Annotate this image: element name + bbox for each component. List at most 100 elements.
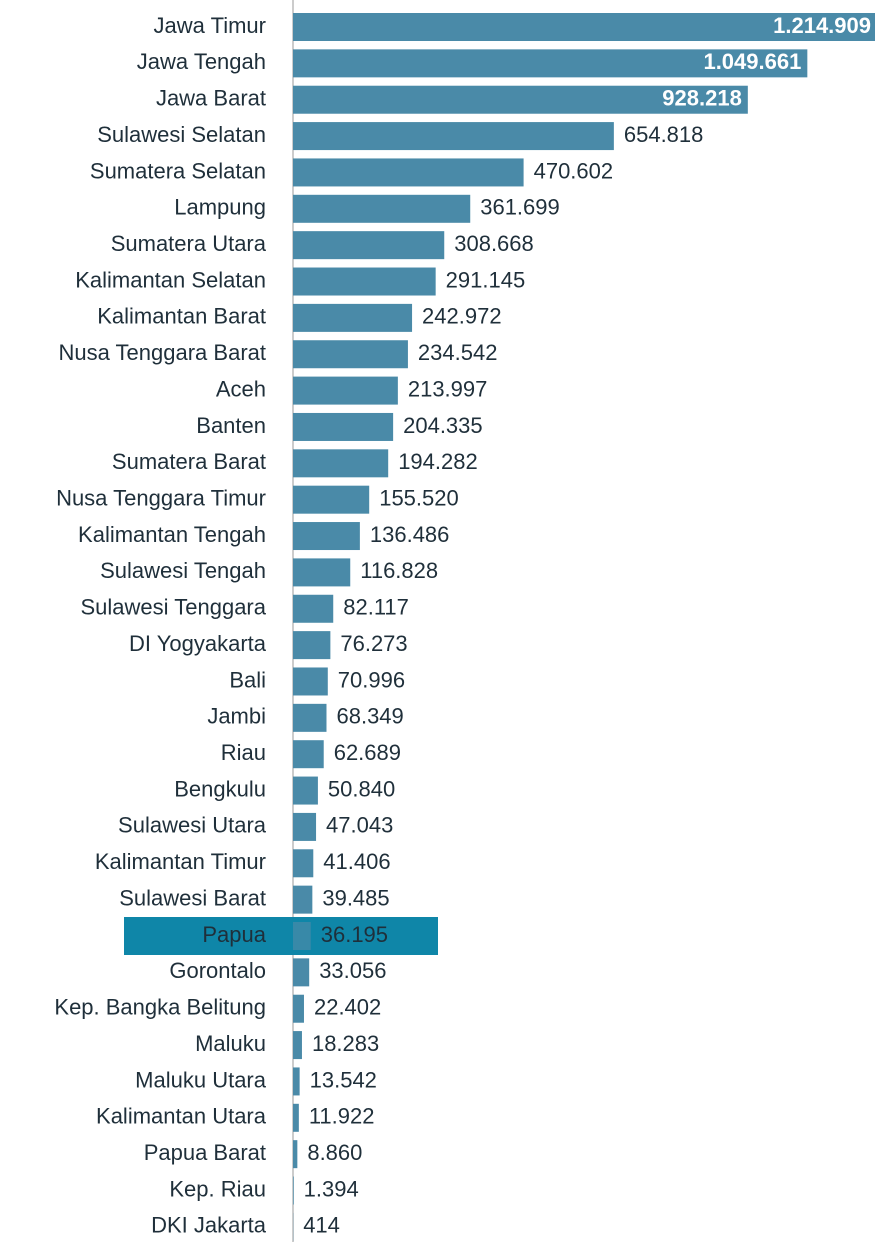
value-label: 18.283 [312, 1031, 379, 1056]
category-label: Bengkulu [174, 776, 266, 801]
value-label: 155.520 [379, 485, 459, 510]
category-label: Sumatera Selatan [90, 158, 266, 183]
category-label: Nusa Tenggara Barat [58, 340, 266, 365]
value-label: 361.699 [480, 195, 560, 220]
value-label: 36.195 [321, 922, 388, 947]
category-label: Sulawesi Utara [118, 813, 267, 838]
bar [293, 631, 331, 660]
value-label: 39.485 [322, 885, 389, 910]
category-label: Kalimantan Selatan [75, 267, 266, 292]
bar [293, 994, 304, 1023]
value-label: 76.273 [340, 631, 407, 656]
bar [293, 522, 360, 551]
value-label: 33.056 [319, 958, 386, 983]
category-label: Maluku Utara [135, 1067, 267, 1092]
category-label: Sumatera Barat [112, 449, 266, 474]
category-label: Jambi [207, 704, 266, 729]
value-label: 308.668 [454, 231, 534, 256]
value-label: 70.996 [338, 667, 405, 692]
value-label: 470.602 [534, 158, 614, 183]
category-label: Sumatera Utara [111, 231, 267, 256]
value-label: 11.922 [309, 1104, 375, 1129]
bar [293, 267, 436, 296]
bar [293, 922, 311, 950]
bar [293, 667, 328, 696]
bar [293, 812, 317, 841]
value-label: 82.117 [343, 595, 409, 620]
bar [293, 958, 310, 987]
category-label: Kep. Bangka Belitung [54, 995, 266, 1020]
bar [293, 376, 398, 405]
category-label: Jawa Barat [156, 86, 266, 111]
category-label: Sulawesi Tenggara [81, 595, 267, 620]
bar [293, 412, 394, 441]
bar [293, 594, 334, 623]
bar [293, 340, 408, 369]
value-label: 47.043 [326, 813, 393, 838]
value-label: 50.840 [328, 776, 395, 801]
category-label: Gorontalo [169, 958, 266, 983]
bar [293, 13, 875, 41]
category-label: Kalimantan Barat [97, 304, 266, 329]
value-label: 1.394 [304, 1176, 359, 1201]
value-label: 1.049.661 [703, 49, 801, 74]
value-label: 136.486 [370, 522, 450, 547]
category-label: Sulawesi Selatan [97, 122, 266, 147]
value-label: 22.402 [314, 995, 381, 1020]
bar [293, 849, 314, 878]
value-label: 13.542 [310, 1067, 377, 1092]
bar [293, 703, 327, 732]
category-label: Papua [202, 922, 266, 947]
bar [293, 231, 445, 260]
bar [293, 485, 370, 514]
value-label: 654.818 [624, 122, 704, 147]
bar [293, 449, 389, 478]
bar [293, 776, 318, 805]
bar [293, 158, 524, 187]
category-label: Bali [229, 667, 266, 692]
bar [293, 740, 324, 769]
value-label: 194.282 [398, 449, 478, 474]
category-label: Kep. Riau [169, 1176, 266, 1201]
bar [293, 194, 471, 223]
bar [293, 122, 614, 151]
category-label: Kalimantan Timur [95, 849, 266, 874]
bar [293, 1103, 299, 1132]
bar [293, 49, 808, 78]
value-label: 414 [303, 1213, 340, 1238]
highlight-band [124, 917, 438, 955]
value-label: 204.335 [403, 413, 483, 438]
bar [293, 303, 413, 332]
category-label: Sulawesi Barat [119, 885, 266, 910]
category-label: Kalimantan Tengah [78, 522, 266, 547]
category-label: Jawa Timur [154, 13, 266, 38]
value-label: 41.406 [323, 849, 390, 874]
value-label: 291.145 [446, 267, 526, 292]
value-label: 928.218 [662, 86, 742, 111]
category-label: DKI Jakarta [151, 1213, 267, 1238]
value-label: 116.828 [360, 558, 438, 583]
bar [293, 85, 748, 114]
category-label: Nusa Tenggara Timur [56, 485, 266, 510]
category-label: Sulawesi Tengah [100, 558, 266, 583]
category-label: Maluku [195, 1031, 266, 1056]
value-label: 1.214.909 [773, 13, 871, 38]
category-label: Kalimantan Utara [96, 1104, 267, 1129]
value-label: 234.542 [418, 340, 498, 365]
value-label: 242.972 [422, 304, 502, 329]
bar [293, 885, 313, 914]
bar [293, 1176, 294, 1205]
bar [293, 558, 351, 587]
bar [293, 1140, 298, 1169]
bar [293, 1031, 302, 1060]
category-label: DI Yogyakarta [129, 631, 267, 656]
category-label: Banten [196, 413, 266, 438]
value-label: 62.689 [334, 740, 401, 765]
category-label: Jawa Tengah [137, 49, 266, 74]
value-label: 68.349 [336, 704, 403, 729]
category-label: Riau [221, 740, 266, 765]
value-label: 213.997 [408, 376, 488, 401]
category-label: Lampung [174, 195, 266, 220]
bar [293, 1067, 300, 1096]
